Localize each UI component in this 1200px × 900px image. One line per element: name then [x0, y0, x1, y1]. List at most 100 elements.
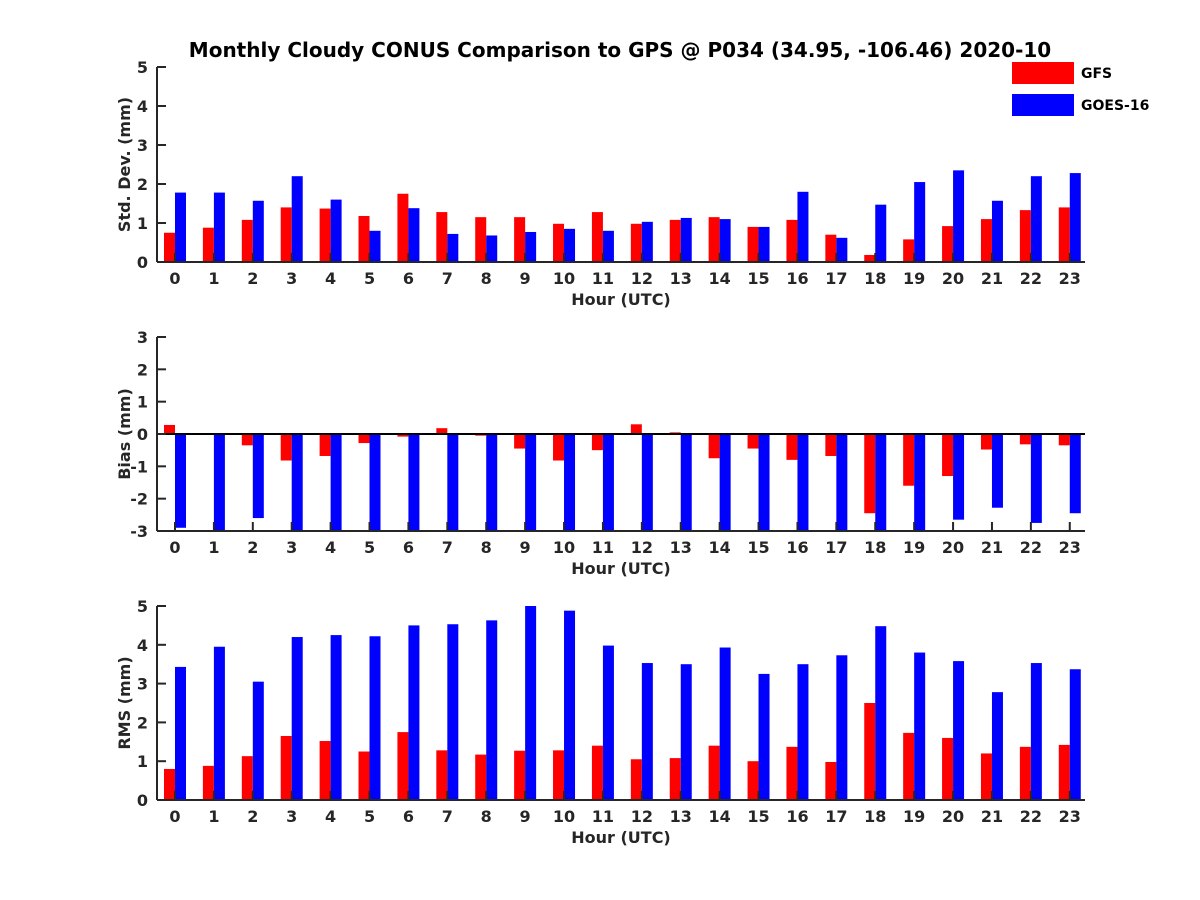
- rms-bar-goes-16-9: [525, 606, 537, 800]
- rms-bar-goes-16-16: [797, 664, 809, 800]
- bias-bar-goes-16-11: [602, 434, 614, 531]
- std-dev-bar-goes-16-13: [680, 217, 692, 262]
- std-dev-x-tick-label: 19: [903, 269, 925, 288]
- bias-bar-gfs-9: [514, 434, 526, 449]
- std-dev-bar-gfs-17: [825, 234, 837, 262]
- std-dev-bar-goes-16-3: [291, 176, 303, 262]
- legend-swatch-goes-16: [1012, 94, 1074, 116]
- rms-y-axis-label: RMS (mm): [115, 656, 134, 749]
- rms-bar-gfs-4: [319, 741, 331, 800]
- rms-x-tick-label: 13: [670, 807, 692, 826]
- rms-x-tick-label: 1: [208, 807, 219, 826]
- rms-bar-goes-16-14: [719, 647, 731, 800]
- std-dev-bar-goes-16-2: [252, 200, 264, 262]
- bias-bar-goes-16-19: [914, 434, 926, 531]
- rms-x-tick-label: 20: [942, 807, 964, 826]
- bias-bar-goes-16-12: [641, 434, 653, 531]
- rms-x-tick-label: 18: [864, 807, 886, 826]
- std-dev-x-tick-label: 15: [747, 269, 769, 288]
- bias-x-tick-label: 1: [208, 538, 219, 557]
- bias-bar-gfs-2: [241, 434, 253, 446]
- std-dev-x-tick-label: 10: [553, 269, 575, 288]
- rms-bar-goes-16-1: [213, 646, 225, 800]
- bias-x-tick-label: 4: [325, 538, 336, 557]
- std-dev-y-axis-label: Std. Dev. (mm): [115, 97, 134, 232]
- legend-swatch-gfs: [1012, 62, 1074, 84]
- bias-bar-gfs-10: [553, 434, 565, 461]
- std-dev-bar-goes-16-14: [719, 219, 731, 262]
- std-dev-x-tick-label: 8: [481, 269, 492, 288]
- legend: GFS GOES-16: [1012, 62, 1149, 116]
- rms-bar-goes-16-10: [564, 610, 576, 800]
- rms-y-tick-label: 3: [137, 675, 148, 694]
- rms-y-tick-label: 2: [137, 713, 148, 732]
- std-dev-y-tick-label: 1: [137, 214, 148, 233]
- rms-bar-gfs-23: [1058, 744, 1070, 800]
- rms-bar-goes-16-2: [252, 681, 264, 800]
- bias-x-tick-label: 22: [1020, 538, 1042, 557]
- bias-bar-goes-16-0: [175, 434, 186, 528]
- bias-x-tick-label: 14: [709, 538, 731, 557]
- std-dev-x-tick-label: 7: [442, 269, 453, 288]
- std-dev-bar-gfs-4: [319, 208, 331, 262]
- std-dev-bar-goes-16-11: [602, 230, 614, 262]
- rms-bar-gfs-16: [786, 746, 798, 800]
- bias-bar-gfs-20: [942, 434, 954, 477]
- bias-y-tick-label: 1: [137, 393, 148, 412]
- rms-bar-gfs-20: [942, 737, 954, 800]
- bias-x-tick-label: 15: [747, 538, 769, 557]
- bias-bar-gfs-0: [164, 424, 175, 434]
- rms-x-tick-label: 9: [520, 807, 531, 826]
- rms-x-tick-label: 15: [747, 807, 769, 826]
- bias-bar-goes-16-4: [330, 434, 342, 531]
- bias-x-tick-label: 5: [364, 538, 375, 557]
- rms-bar-gfs-22: [1019, 746, 1031, 800]
- std-dev-x-tick-label: 22: [1020, 269, 1042, 288]
- rms-bar-gfs-18: [864, 703, 876, 800]
- bias-bar-gfs-16: [786, 434, 798, 460]
- bias-bar-goes-16-17: [836, 434, 848, 531]
- rms-bar-goes-16-8: [486, 620, 498, 800]
- bias-bar-goes-16-5: [369, 434, 381, 531]
- rms-x-tick-label: 7: [442, 807, 453, 826]
- bias-bar-goes-16-15: [758, 434, 770, 531]
- std-dev-bar-goes-16-20: [953, 170, 965, 262]
- bias-bar-goes-16-22: [1030, 434, 1042, 523]
- rms-x-tick-label: 19: [903, 807, 925, 826]
- bias-x-tick-label: 16: [786, 538, 808, 557]
- std-dev-bar-gfs-20: [942, 226, 954, 262]
- bias-y-tick-label: -3: [130, 522, 148, 541]
- std-dev-bar-goes-16-19: [914, 182, 926, 262]
- std-dev-bar-gfs-1: [202, 227, 214, 262]
- std-dev-bar-gfs-2: [241, 219, 253, 262]
- rms-x-tick-label: 8: [481, 807, 492, 826]
- bias-bar-gfs-14: [708, 434, 720, 459]
- bias-x-tick-label: 20: [942, 538, 964, 557]
- bias-bar-goes-16-16: [797, 434, 809, 531]
- bias-bar-gfs-5: [358, 434, 370, 444]
- std-dev-x-axis-label: Hour (UTC): [571, 290, 671, 309]
- rms-x-tick-label: 4: [325, 807, 336, 826]
- std-dev-bar-gfs-13: [669, 219, 681, 262]
- bias-y-tick-label: -2: [130, 490, 148, 509]
- rms-bar-goes-16-22: [1030, 663, 1042, 800]
- rms-bar-goes-16-23: [1069, 669, 1081, 800]
- rms-bar-goes-16-3: [291, 637, 303, 800]
- std-dev-bar-goes-16-17: [836, 237, 848, 262]
- bias-x-tick-label: 0: [169, 538, 180, 557]
- rms-x-axis-label: Hour (UTC): [571, 828, 671, 847]
- std-dev-x-tick-label: 23: [1059, 269, 1081, 288]
- rms-x-tick-label: 0: [169, 807, 180, 826]
- std-dev-bar-gfs-23: [1058, 207, 1070, 262]
- bias-bar-gfs-17: [825, 434, 837, 456]
- rms-x-tick-label: 23: [1059, 807, 1081, 826]
- std-dev-x-tick-label: 6: [403, 269, 414, 288]
- rms-bar-gfs-17: [825, 761, 837, 800]
- rms-x-tick-label: 6: [403, 807, 414, 826]
- bias-bar-gfs-3: [280, 434, 292, 461]
- rms-bar-goes-16-19: [914, 652, 926, 800]
- std-dev-y-tick-label: 3: [137, 136, 148, 155]
- std-dev-x-tick-label: 14: [709, 269, 731, 288]
